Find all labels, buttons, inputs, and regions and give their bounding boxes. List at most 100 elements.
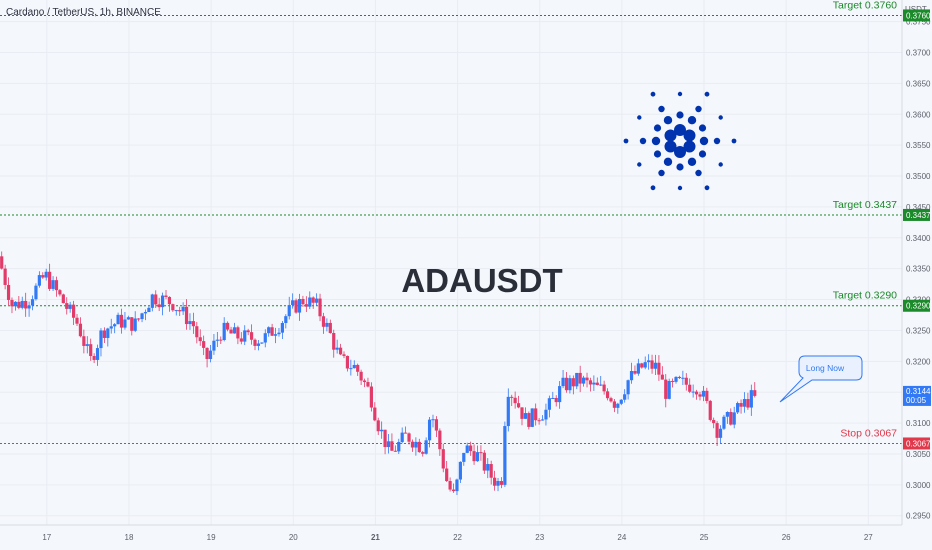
candle	[602, 380, 606, 395]
candle	[301, 295, 305, 307]
candle	[688, 378, 692, 394]
candle	[465, 442, 469, 454]
candle	[612, 399, 617, 413]
candle	[725, 411, 729, 424]
candle	[373, 402, 377, 422]
candle	[92, 353, 96, 364]
candle	[82, 329, 86, 354]
candle	[445, 461, 449, 482]
candle	[547, 395, 551, 418]
candle	[106, 327, 110, 347]
candle	[623, 389, 627, 403]
candle	[479, 445, 483, 461]
candle	[345, 355, 350, 372]
candle	[174, 309, 178, 316]
candle	[30, 295, 35, 311]
x-tick-label: 17	[42, 533, 51, 542]
candle	[328, 319, 332, 334]
candle	[356, 363, 360, 376]
candle	[188, 313, 192, 330]
candle	[376, 417, 380, 435]
x-tick-label: 23	[535, 533, 544, 542]
candle	[540, 415, 545, 421]
candle	[448, 477, 452, 492]
candle	[564, 371, 569, 393]
candle	[551, 391, 555, 399]
candle	[178, 306, 182, 316]
candle	[123, 311, 127, 330]
candle	[736, 401, 740, 414]
candle	[715, 421, 719, 447]
candle	[516, 395, 521, 409]
candle	[578, 365, 582, 393]
target-level-tag: 0.3290	[906, 302, 931, 311]
candle	[253, 338, 257, 351]
candle	[232, 322, 237, 334]
candle	[414, 437, 418, 456]
candle	[246, 328, 250, 336]
candle	[427, 416, 432, 448]
candle	[284, 314, 288, 329]
candle	[458, 461, 462, 483]
candle	[393, 445, 397, 452]
candle	[102, 327, 106, 344]
candle	[585, 372, 589, 388]
candle	[694, 389, 699, 400]
candle	[78, 317, 83, 338]
candle	[143, 309, 148, 321]
candle	[208, 344, 213, 363]
chart-title: Cardano / TetherUS, 1h, BINANCE	[6, 7, 161, 18]
candle	[667, 378, 671, 400]
x-tick-label: 22	[453, 533, 462, 542]
candle	[219, 336, 223, 345]
candle	[164, 290, 168, 300]
candle	[475, 445, 480, 462]
candle	[575, 372, 579, 390]
y-tick-label: 0.3500	[906, 172, 931, 181]
candle	[462, 452, 466, 466]
candle	[89, 338, 93, 361]
candle	[684, 373, 688, 391]
candle	[595, 377, 599, 386]
candle	[212, 334, 216, 355]
candle	[318, 293, 322, 322]
candle	[729, 408, 733, 426]
candle	[65, 297, 69, 315]
candle	[407, 432, 411, 445]
candle	[294, 298, 298, 314]
candle	[191, 312, 195, 334]
candle	[44, 268, 48, 281]
x-tick-label: 27	[864, 533, 873, 542]
candle	[520, 407, 524, 426]
time-axis[interactable]: 17 18 19 20 21 22 23 24 25 26 27	[42, 533, 873, 542]
y-tick-label: 0.3100	[906, 419, 931, 428]
candle	[568, 375, 572, 394]
candle	[17, 296, 21, 310]
candle	[239, 332, 243, 345]
candle	[243, 325, 247, 346]
candle	[486, 458, 490, 479]
candle	[571, 375, 575, 395]
y-tick-label: 0.2950	[906, 512, 931, 521]
candle	[249, 324, 254, 345]
candle	[633, 365, 637, 375]
candle	[366, 377, 370, 388]
candle	[434, 416, 439, 437]
candle	[315, 293, 319, 306]
candle	[280, 320, 284, 340]
callout-label: Long Now	[806, 363, 845, 373]
x-tick-label: 21	[371, 533, 380, 542]
candle	[215, 332, 219, 348]
candle	[226, 321, 230, 332]
y-tick-label: 0.3450	[906, 203, 931, 212]
long-now-callout[interactable]: Long Now	[779, 355, 863, 403]
candle	[588, 377, 593, 392]
candle	[0, 251, 4, 270]
candle	[10, 297, 14, 314]
candle	[441, 443, 445, 473]
candle	[304, 296, 308, 313]
candle	[616, 402, 620, 414]
candle	[499, 477, 504, 489]
candle	[421, 450, 425, 457]
